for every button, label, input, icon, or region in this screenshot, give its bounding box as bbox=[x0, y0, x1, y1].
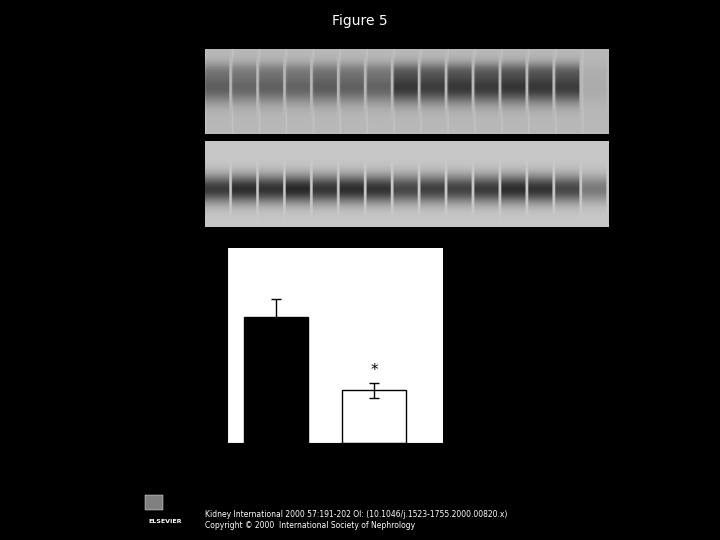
Bar bbox=[145, 496, 163, 510]
Text: Y+: Y+ bbox=[555, 22, 570, 32]
Text: AT₁ probe: AT₁ probe bbox=[616, 85, 672, 98]
Text: AT₁: AT₁ bbox=[178, 85, 198, 98]
Text: *: * bbox=[370, 363, 378, 379]
Text: Copyright © 2000  International Society of Nephrology: Copyright © 2000 International Society o… bbox=[205, 521, 415, 530]
Text: AT$_2$-KO: AT$_2$-KO bbox=[254, 464, 297, 479]
Text: Kidney International 2000 57:191-202 OI: (10.1046/j.1523-1755.2000.00820.x): Kidney International 2000 57:191-202 OI:… bbox=[205, 510, 508, 519]
Bar bbox=[342, 390, 406, 443]
Text: GAPDH: GAPDH bbox=[153, 178, 198, 191]
Text: AT$_1$ mRNA/
GAPDH mRNA: AT$_1$ mRNA/ GAPDH mRNA bbox=[171, 304, 197, 376]
Text: Figure 5: Figure 5 bbox=[332, 14, 388, 28]
Text: Y−: Y− bbox=[588, 22, 603, 32]
Text: Wild-type: Wild-type bbox=[346, 464, 402, 477]
Text: ELSEVIER: ELSEVIER bbox=[149, 519, 182, 524]
Text: A: A bbox=[151, 30, 165, 48]
Text: arbitrary units: arbitrary units bbox=[198, 308, 208, 383]
Text: Wild-type: Wild-type bbox=[459, 19, 516, 32]
Text: B: B bbox=[151, 275, 165, 293]
Bar bbox=[244, 317, 308, 443]
Text: AT₂-KO: AT₂-KO bbox=[279, 19, 319, 32]
